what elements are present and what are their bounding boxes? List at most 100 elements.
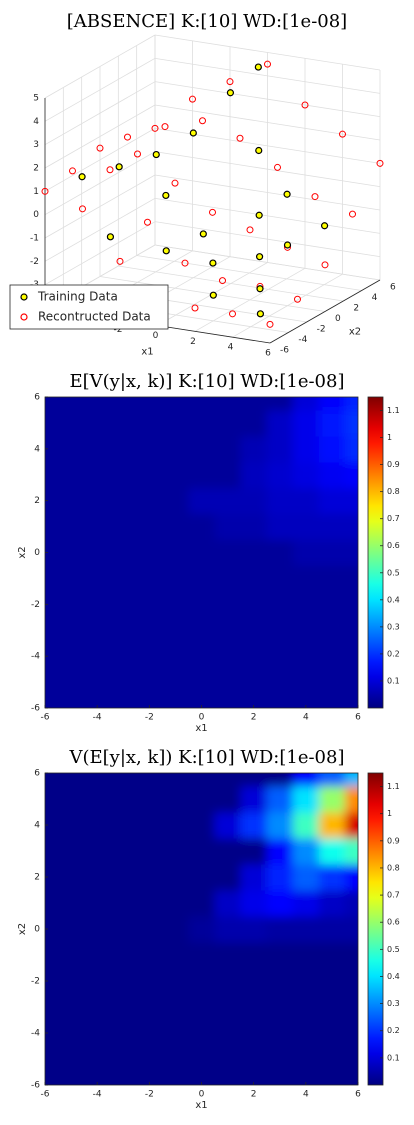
x-axis-label: x1 (141, 347, 153, 358)
heatmap-cell (58, 397, 85, 411)
heatmap-cell (188, 1072, 216, 1085)
heatmap-cell (162, 968, 189, 995)
heatmap-cell (110, 591, 137, 618)
heatmap-cell (45, 1072, 59, 1085)
heatmap-cell (292, 916, 320, 943)
heatmap-cell (58, 435, 85, 463)
heatmap-cell (162, 773, 189, 787)
data-point (209, 208, 216, 216)
heatmap-cell (162, 786, 189, 813)
heatmap-cell (188, 695, 216, 708)
heatmap-cell (110, 786, 137, 813)
x-tick-label: 2 (251, 713, 257, 723)
heatmap-cell (110, 461, 137, 489)
heatmap-cell (214, 695, 242, 708)
colorbar-tick-label: 0.5 (387, 568, 400, 577)
heatmap-cell (266, 409, 294, 437)
heatmap-cell (318, 591, 346, 618)
heatmap-cell (45, 838, 59, 865)
heatmap-cell (292, 565, 320, 592)
x-tick-label: 0 (199, 713, 205, 723)
data-point (115, 163, 123, 171)
heatmap-cell (110, 773, 137, 787)
heatmap-cell (110, 864, 137, 891)
heatmap-cell (214, 539, 242, 566)
x-tick-label: 2 (251, 1090, 257, 1100)
heatmap-cell (344, 838, 358, 865)
heatmap-cell (318, 461, 346, 489)
heatmap-cell (292, 591, 320, 618)
heatmap-cell (318, 1072, 346, 1085)
heatmap-cell (318, 916, 346, 943)
heatmap-cell (188, 942, 216, 969)
heatmap-cell (45, 994, 59, 1021)
data-point (246, 226, 254, 234)
heatmap-cell (84, 916, 111, 943)
data-point (209, 291, 217, 299)
colorbar-tick-label: 0.7 (387, 514, 400, 523)
legend-marker (20, 293, 28, 301)
heatmap-cell (110, 617, 137, 644)
heatmap-cell (214, 565, 242, 592)
y-tick-label: 2 (353, 304, 359, 314)
grid-line (154, 221, 381, 258)
heatmap-cell (292, 773, 320, 787)
grid-line (154, 151, 381, 188)
data-point (162, 191, 170, 200)
heatmap-cell (162, 695, 189, 708)
heatmap-cell (188, 786, 216, 813)
heatmap-cell (136, 539, 163, 566)
y-tick-label: -2 (31, 600, 40, 610)
heatmap-cell (318, 643, 346, 670)
heatmap-cell (136, 1020, 163, 1047)
heatmap-cell (45, 695, 59, 708)
z-tick-label: 3 (33, 140, 39, 150)
heatmap-cell (162, 461, 189, 489)
colorbar-tick-label: 1.1 (387, 406, 400, 415)
heatmap-cell (45, 916, 59, 943)
heatmap-cell (188, 397, 216, 411)
heatmap-cell (110, 916, 137, 943)
heatmap-cell (136, 968, 163, 995)
heatmap-cell (240, 1020, 268, 1047)
heatmap-cell (45, 643, 59, 670)
heatmap-cell (58, 487, 85, 515)
heatmap-cell (292, 461, 320, 489)
heatmap-cell (292, 1046, 320, 1073)
data-point (311, 193, 319, 201)
heatmap-cell (240, 487, 268, 515)
heatmap-cell (292, 435, 320, 463)
heatmap-cell (110, 1020, 137, 1047)
heatmap-cell (318, 1020, 346, 1047)
heatmap-cell (188, 565, 216, 592)
heatmap-cell (214, 409, 242, 437)
heatmap-cell (58, 916, 85, 943)
heatmap-cell (266, 890, 294, 917)
heatmap-cell (344, 695, 358, 708)
data-point (171, 179, 179, 187)
heatmap-cell (266, 617, 294, 644)
heatmap-cell (344, 864, 358, 891)
heatmap-cell (136, 435, 163, 463)
heatmap-cell (292, 994, 320, 1021)
y-tick-label: 2 (34, 496, 40, 506)
x-tick-label: -2 (114, 325, 123, 335)
heatmap-cell (136, 617, 163, 644)
heatmap-cell (162, 942, 189, 969)
heatmap-cell (58, 409, 85, 437)
heatmap-cell (214, 838, 242, 865)
data-point (255, 253, 264, 261)
heatmap-cell (292, 786, 320, 813)
heatmap-cell (162, 1020, 189, 1047)
heatmap-cell (84, 890, 111, 917)
x-axis-label: x1 (195, 1100, 207, 1111)
heatmap-cell (344, 994, 358, 1021)
data-point (236, 134, 244, 142)
heatmap-cell (266, 539, 294, 566)
heatmap-cell (84, 461, 111, 489)
heatmap-cell (45, 773, 59, 787)
data-point (255, 146, 263, 155)
heatmap-cell (240, 968, 268, 995)
x-tick-label: -6 (41, 713, 50, 723)
heatmap-cell (110, 812, 137, 839)
